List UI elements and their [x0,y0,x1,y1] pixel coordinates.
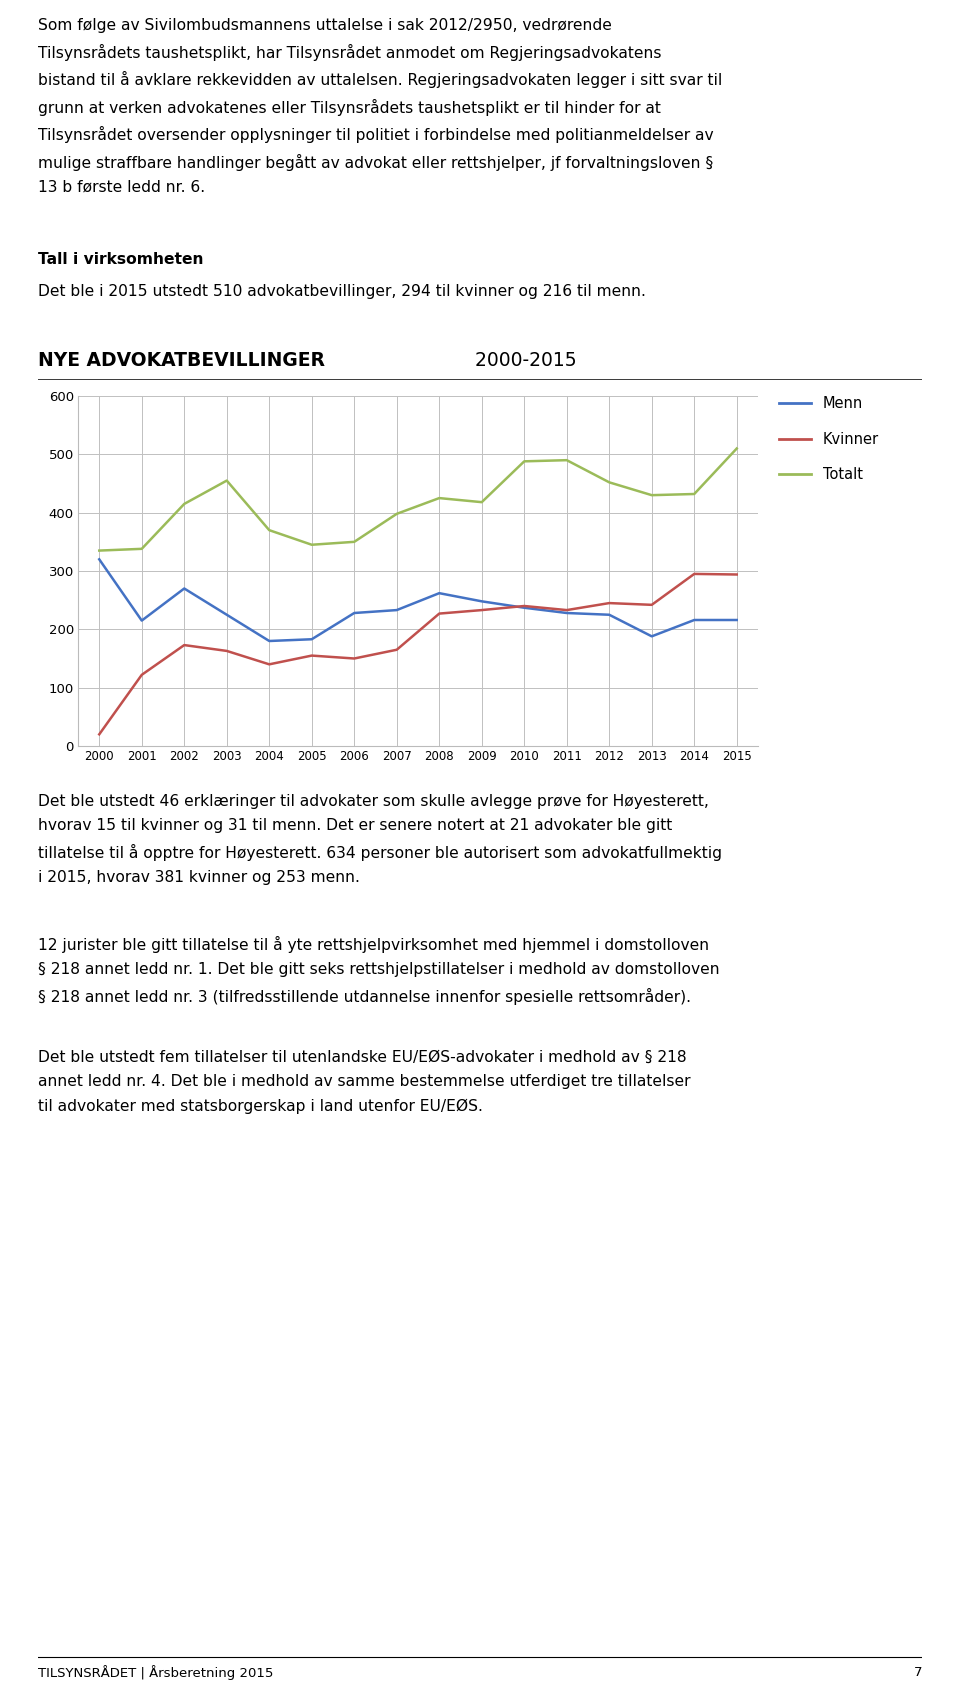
Text: Det ble utstedt fem tillatelser til utenlandske EU/EØS-advokater i medhold av § : Det ble utstedt fem tillatelser til uten… [38,1050,690,1113]
Text: 7: 7 [914,1667,922,1679]
Text: 2000-2015: 2000-2015 [469,352,577,370]
Text: Det ble utstedt 46 erklæringer til advokater som skulle avlegge prøve for Høyest: Det ble utstedt 46 erklæringer til advok… [38,795,722,884]
Text: 12 jurister ble gitt tillatelse til å yte rettshjelpvirksomhet med hjemmel i dom: 12 jurister ble gitt tillatelse til å yt… [38,937,720,1004]
Legend: Menn, Kvinner, Totalt: Menn, Kvinner, Totalt [779,396,878,482]
Text: Tall i virksomheten: Tall i virksomheten [38,252,204,267]
Text: Som følge av Sivilombudsmannens uttalelse i sak 2012/2950, vedrørende
Tilsynsråd: Som følge av Sivilombudsmannens uttalels… [38,19,722,194]
Text: Det ble i 2015 utstedt 510 advokatbevillinger, 294 til kvinner og 216 til menn.: Det ble i 2015 utstedt 510 advokatbevill… [38,284,646,299]
Text: TILSYNSRÅDET | Årsberetning 2015: TILSYNSRÅDET | Årsberetning 2015 [38,1666,274,1681]
Text: NYE ADVOKATBEVILLINGER: NYE ADVOKATBEVILLINGER [38,352,325,370]
